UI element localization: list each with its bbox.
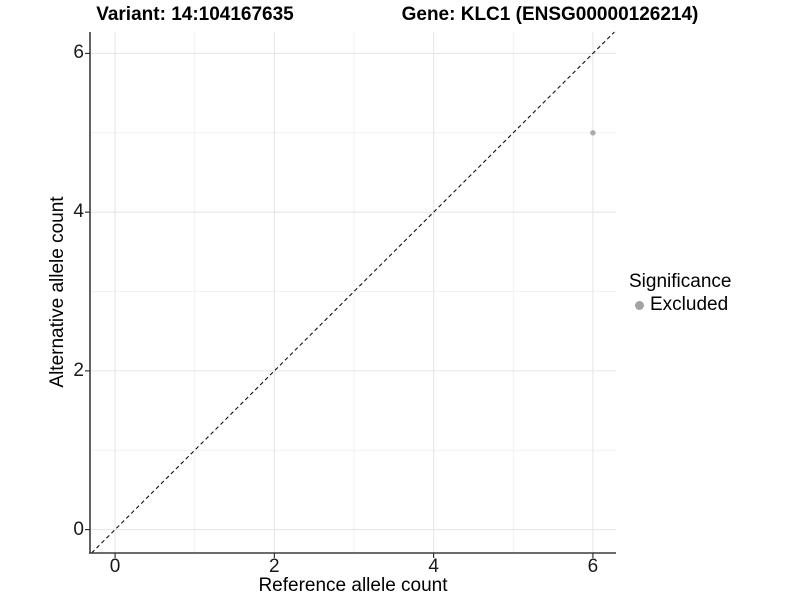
x-tick-label: 4 <box>428 556 439 577</box>
y-tick-label: 6 <box>73 42 84 64</box>
x-tick-label: 2 <box>269 556 280 577</box>
y-axis-title: Alternative allele count <box>47 196 68 388</box>
identity-dashed-line <box>91 31 615 554</box>
data-point <box>590 130 596 136</box>
legend: Significance Excluded <box>629 271 731 316</box>
x-axis-title: Reference allele count <box>258 575 448 596</box>
gene-title: Gene: KLC1 (ENSG00000126214) <box>401 4 699 25</box>
legend-item-label: Excluded <box>650 294 729 315</box>
legend-point-icon <box>635 300 644 310</box>
y-tick-label: 2 <box>73 359 84 381</box>
variant-title: Variant: 14:104167635 <box>96 4 294 25</box>
legend-title: Significance <box>629 271 732 292</box>
y-tick-label: 0 <box>73 518 84 540</box>
y-tick-label: 4 <box>73 201 84 223</box>
legend-item-excluded: Excluded <box>629 294 731 316</box>
x-tick-label: 6 <box>587 556 599 577</box>
x-tick-label: 0 <box>109 556 121 577</box>
